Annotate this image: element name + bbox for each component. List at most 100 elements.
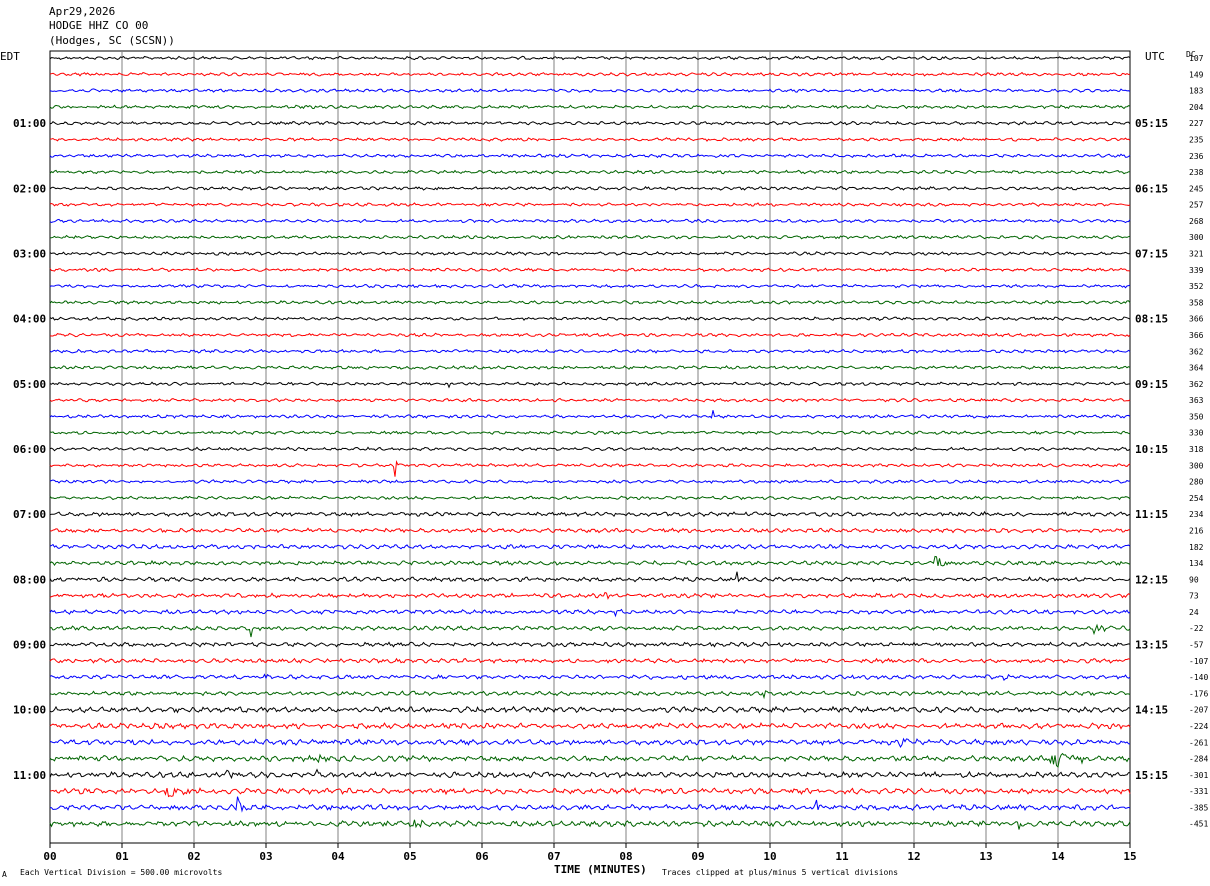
right-time-label: 10:15: [1135, 443, 1168, 456]
trace-row-43: [49, 752, 1131, 768]
dc-offset-label: 362: [1189, 347, 1204, 356]
dc-label: DC: [1186, 50, 1196, 59]
trace-row-37: [49, 657, 1131, 664]
right-time-label: 07:15: [1135, 248, 1168, 261]
right-time-label: 05:15: [1135, 117, 1168, 130]
dc-offset-label: -331: [1189, 787, 1208, 796]
trace-row-0: [49, 55, 1131, 61]
right-zone-label: UTC: [1145, 50, 1165, 63]
x-tick-label: 10: [763, 850, 776, 863]
trace-row-36: [49, 641, 1131, 648]
trace-row-15: [49, 300, 1131, 305]
dc-offset-label: -261: [1189, 738, 1208, 747]
right-time-label: 08:15: [1135, 313, 1168, 326]
left-time-label: 11:00: [13, 769, 46, 782]
dc-offset-label: 254: [1189, 494, 1204, 503]
dc-offset-label: 364: [1189, 364, 1204, 373]
trace-row-35: [49, 623, 1131, 638]
dc-offset-label: 300: [1189, 461, 1204, 470]
trace-row-22: [49, 410, 1131, 419]
dc-offset-label: -57: [1189, 641, 1204, 650]
trace-row-25: [49, 460, 1131, 477]
trace-row-19: [49, 365, 1131, 370]
x-axis-title: TIME (MINUTES): [554, 863, 647, 876]
trace-row-38: [49, 673, 1131, 681]
dc-offset-label: -22: [1189, 624, 1204, 633]
trace-row-8: [49, 186, 1131, 191]
dc-offset-label: 268: [1189, 217, 1204, 226]
left-time-label: 05:00: [13, 378, 46, 391]
dc-offset-label: 149: [1189, 70, 1204, 79]
dc-offset-label: -176: [1189, 689, 1208, 698]
trace-row-32: [49, 571, 1131, 583]
x-tick-label: 06: [475, 850, 489, 863]
dc-offset-label: 350: [1189, 412, 1204, 421]
trace-row-9: [49, 202, 1131, 207]
dc-offset-label: 182: [1189, 543, 1204, 552]
dc-offset-label: -301: [1189, 771, 1208, 780]
trace-row-23: [49, 430, 1131, 436]
trace-row-13: [49, 267, 1131, 273]
dc-offset-label: -107: [1189, 657, 1208, 666]
trace-row-7: [49, 169, 1131, 175]
dc-offset-label: 90: [1189, 575, 1199, 584]
header-location: (Hodges, SC (SCSN)): [49, 34, 175, 47]
dc-offset-label: -140: [1189, 673, 1208, 682]
trace-row-16: [49, 316, 1131, 322]
dc-offset-label: 339: [1189, 266, 1204, 275]
trace-row-10: [49, 218, 1131, 224]
dc-offset-label: 245: [1189, 184, 1204, 193]
trace-row-44: [49, 768, 1131, 780]
trace-row-28: [49, 510, 1131, 518]
x-tick-label: 07: [547, 850, 560, 863]
trace-row-34: [49, 608, 1131, 618]
x-tick-label: 09: [691, 850, 704, 863]
dc-offset-label: 73: [1189, 592, 1199, 601]
x-tick-label: 13: [979, 850, 992, 863]
trace-row-11: [49, 234, 1131, 240]
dc-offset-label: 257: [1189, 201, 1204, 210]
x-tick-label: 15: [1123, 850, 1136, 863]
dc-offset-label: 352: [1189, 282, 1204, 291]
x-tick-label: 03: [259, 850, 272, 863]
left-zone-label: EDT: [0, 50, 20, 63]
left-time-label: 01:00: [13, 117, 46, 130]
trace-row-17: [49, 332, 1131, 338]
header-station: HODGE HHZ CO 00: [49, 19, 149, 32]
right-time-label: 14:15: [1135, 704, 1168, 717]
dc-offset-label: 280: [1189, 478, 1204, 487]
dc-offset-label: 107: [1189, 54, 1204, 63]
corner-mark: A: [2, 870, 7, 879]
x-tick-label: 14: [1051, 850, 1065, 863]
right-time-label: 15:15: [1135, 769, 1168, 782]
dc-offset-label: 330: [1189, 429, 1204, 438]
trace-row-39: [49, 690, 1131, 700]
x-tick-label: 11: [835, 850, 849, 863]
trace-row-18: [49, 348, 1131, 354]
dc-offset-label: 236: [1189, 152, 1204, 161]
trace-row-40: [49, 705, 1131, 714]
x-tick-label: 12: [907, 850, 920, 863]
dc-offset-label: 318: [1189, 445, 1204, 454]
dc-offset-label: -207: [1189, 706, 1208, 715]
header-date: Apr29,2026: [49, 5, 116, 18]
trace-row-2: [49, 88, 1131, 93]
x-tick-label: 00: [43, 850, 56, 863]
dc-offset-label: 235: [1189, 135, 1204, 144]
trace-row-26: [49, 479, 1131, 484]
trace-row-45: [49, 787, 1131, 798]
dc-offset-label: 358: [1189, 298, 1204, 307]
left-time-label: 03:00: [13, 248, 46, 261]
dc-offset-label: 227: [1189, 119, 1204, 128]
left-time-label: 07:00: [13, 508, 46, 521]
dc-offset-label: 238: [1189, 168, 1204, 177]
trace-row-5: [49, 137, 1131, 142]
dc-offset-label: 321: [1189, 250, 1204, 259]
trace-row-21: [49, 397, 1131, 403]
trace-row-33: [49, 591, 1131, 600]
left-time-label: 08:00: [13, 573, 46, 586]
trace-row-46: [49, 796, 1131, 813]
trace-row-29: [49, 527, 1131, 534]
trace-row-42: [49, 737, 1131, 749]
